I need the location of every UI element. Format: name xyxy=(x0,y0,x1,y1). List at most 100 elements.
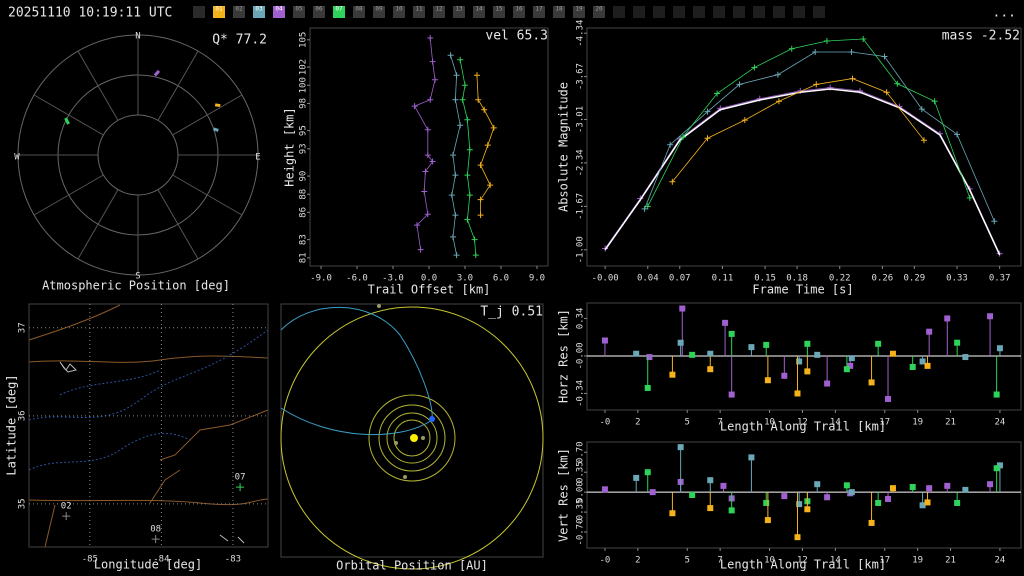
residual-marker xyxy=(707,350,714,357)
plot-frame xyxy=(586,302,1022,411)
station-marker xyxy=(151,535,160,544)
point-marker xyxy=(954,131,961,138)
residual-marker xyxy=(814,481,821,488)
point-marker xyxy=(883,89,890,96)
residual-marker xyxy=(885,395,892,402)
x-tick-label: 21 xyxy=(945,556,956,566)
residual-marker xyxy=(987,313,994,320)
point-marker xyxy=(453,252,460,259)
residual-marker xyxy=(720,482,727,489)
x-tick-label: -9.0 xyxy=(310,274,332,284)
series-line xyxy=(414,37,436,250)
point-marker xyxy=(487,182,494,189)
camera-box xyxy=(253,6,265,18)
camera-box xyxy=(353,6,365,18)
residual-marker xyxy=(919,358,926,365)
x-axis-label: Frame Time [s] xyxy=(752,283,853,297)
camera-label: 02 xyxy=(235,6,243,13)
point-marker xyxy=(429,58,436,65)
compass-label: N xyxy=(135,32,140,42)
residual-marker xyxy=(993,391,1000,398)
residual-marker xyxy=(868,379,875,386)
residual-marker xyxy=(796,501,803,508)
residual-marker xyxy=(954,499,961,506)
y-tick-label: 95 xyxy=(299,125,309,136)
y-tick-label: -1.67 xyxy=(576,193,586,220)
residual-marker xyxy=(669,371,676,378)
point-marker xyxy=(920,137,927,144)
residual-marker xyxy=(875,499,882,506)
point-marker xyxy=(452,172,459,179)
camera-box xyxy=(553,6,565,18)
point-marker xyxy=(424,152,431,159)
y-tick-label: -0.34 xyxy=(576,380,586,407)
y-tick-label: 0.34 xyxy=(576,308,586,330)
x-tick-label: 0.22 xyxy=(829,274,851,284)
residual-marker xyxy=(885,495,892,502)
point-marker xyxy=(775,98,782,105)
residual-marker xyxy=(633,474,640,481)
point-marker xyxy=(427,96,434,103)
x-tick-label: 12 xyxy=(797,418,808,428)
chart-title: Atmospheric Position [deg] xyxy=(42,279,230,293)
residual-marker xyxy=(868,519,875,526)
y-tick-label: 105 xyxy=(299,32,309,48)
more-menu: ... xyxy=(993,6,1016,21)
camera-label: 05 xyxy=(295,6,303,13)
point-marker xyxy=(477,196,484,203)
point-marker xyxy=(849,75,856,82)
orbit-decor xyxy=(280,303,544,570)
camera-slot xyxy=(693,6,705,18)
point-marker xyxy=(417,246,424,253)
residual-marker xyxy=(944,482,951,489)
point-marker xyxy=(966,194,973,201)
point-marker xyxy=(464,216,471,223)
y-tick-label: 102 xyxy=(299,59,309,75)
x-tick-label: 6.0 xyxy=(493,274,509,284)
camera-box xyxy=(453,6,465,18)
camera-slot xyxy=(613,6,625,18)
residual-marker xyxy=(763,341,770,348)
point-marker xyxy=(457,122,464,129)
plot-frame xyxy=(586,27,1022,267)
residual-marker xyxy=(919,502,926,509)
camera-label: 18 xyxy=(555,6,563,13)
point-marker xyxy=(704,135,711,142)
station-label: 08 xyxy=(150,525,161,535)
y-axis-label: Horz Res [km] xyxy=(557,309,571,403)
x-tick-label: 14 xyxy=(830,556,841,566)
camera-slot xyxy=(673,6,685,18)
x-tick-label: 2 xyxy=(635,556,640,566)
y-axis-label: Height [km] xyxy=(283,107,297,186)
point-marker xyxy=(421,188,428,195)
x-tick-label: 5 xyxy=(685,556,690,566)
plot-frame xyxy=(586,441,1022,549)
y-tick-label: 0.00 xyxy=(576,481,586,503)
x-tick-label: 5 xyxy=(685,418,690,428)
camera-label: 12 xyxy=(435,6,443,13)
point-marker xyxy=(881,53,888,60)
point-marker xyxy=(848,48,855,55)
point-marker xyxy=(411,103,418,110)
series-line xyxy=(671,78,925,182)
point-marker xyxy=(464,116,471,123)
point-marker xyxy=(452,212,459,219)
x-tick-label: 10 xyxy=(764,556,775,566)
residual-marker xyxy=(996,345,1003,352)
x-tick-label: 0.15 xyxy=(754,274,776,284)
residual-marker xyxy=(843,366,850,373)
point-marker xyxy=(453,72,460,79)
x-tick-label: 0.04 xyxy=(637,274,659,284)
residual-marker xyxy=(601,337,608,344)
point-marker xyxy=(751,64,758,71)
camera-slot xyxy=(633,6,645,18)
x-tick-label: -3.0 xyxy=(382,274,404,284)
grid-spoke xyxy=(157,189,199,260)
camera-label: 13 xyxy=(455,6,463,13)
x-tick-label: 0.07 xyxy=(669,274,691,284)
chart-title: Orbital Position [AU] xyxy=(336,559,488,573)
camera-box xyxy=(313,6,325,18)
residual-marker xyxy=(781,493,788,500)
residual-marker xyxy=(649,489,656,496)
